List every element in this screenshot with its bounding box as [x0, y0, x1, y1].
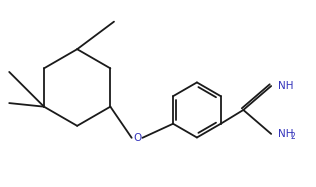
- Text: NH: NH: [278, 129, 293, 139]
- Text: NH: NH: [278, 81, 293, 91]
- Text: O: O: [133, 133, 141, 143]
- Text: 2: 2: [290, 131, 295, 140]
